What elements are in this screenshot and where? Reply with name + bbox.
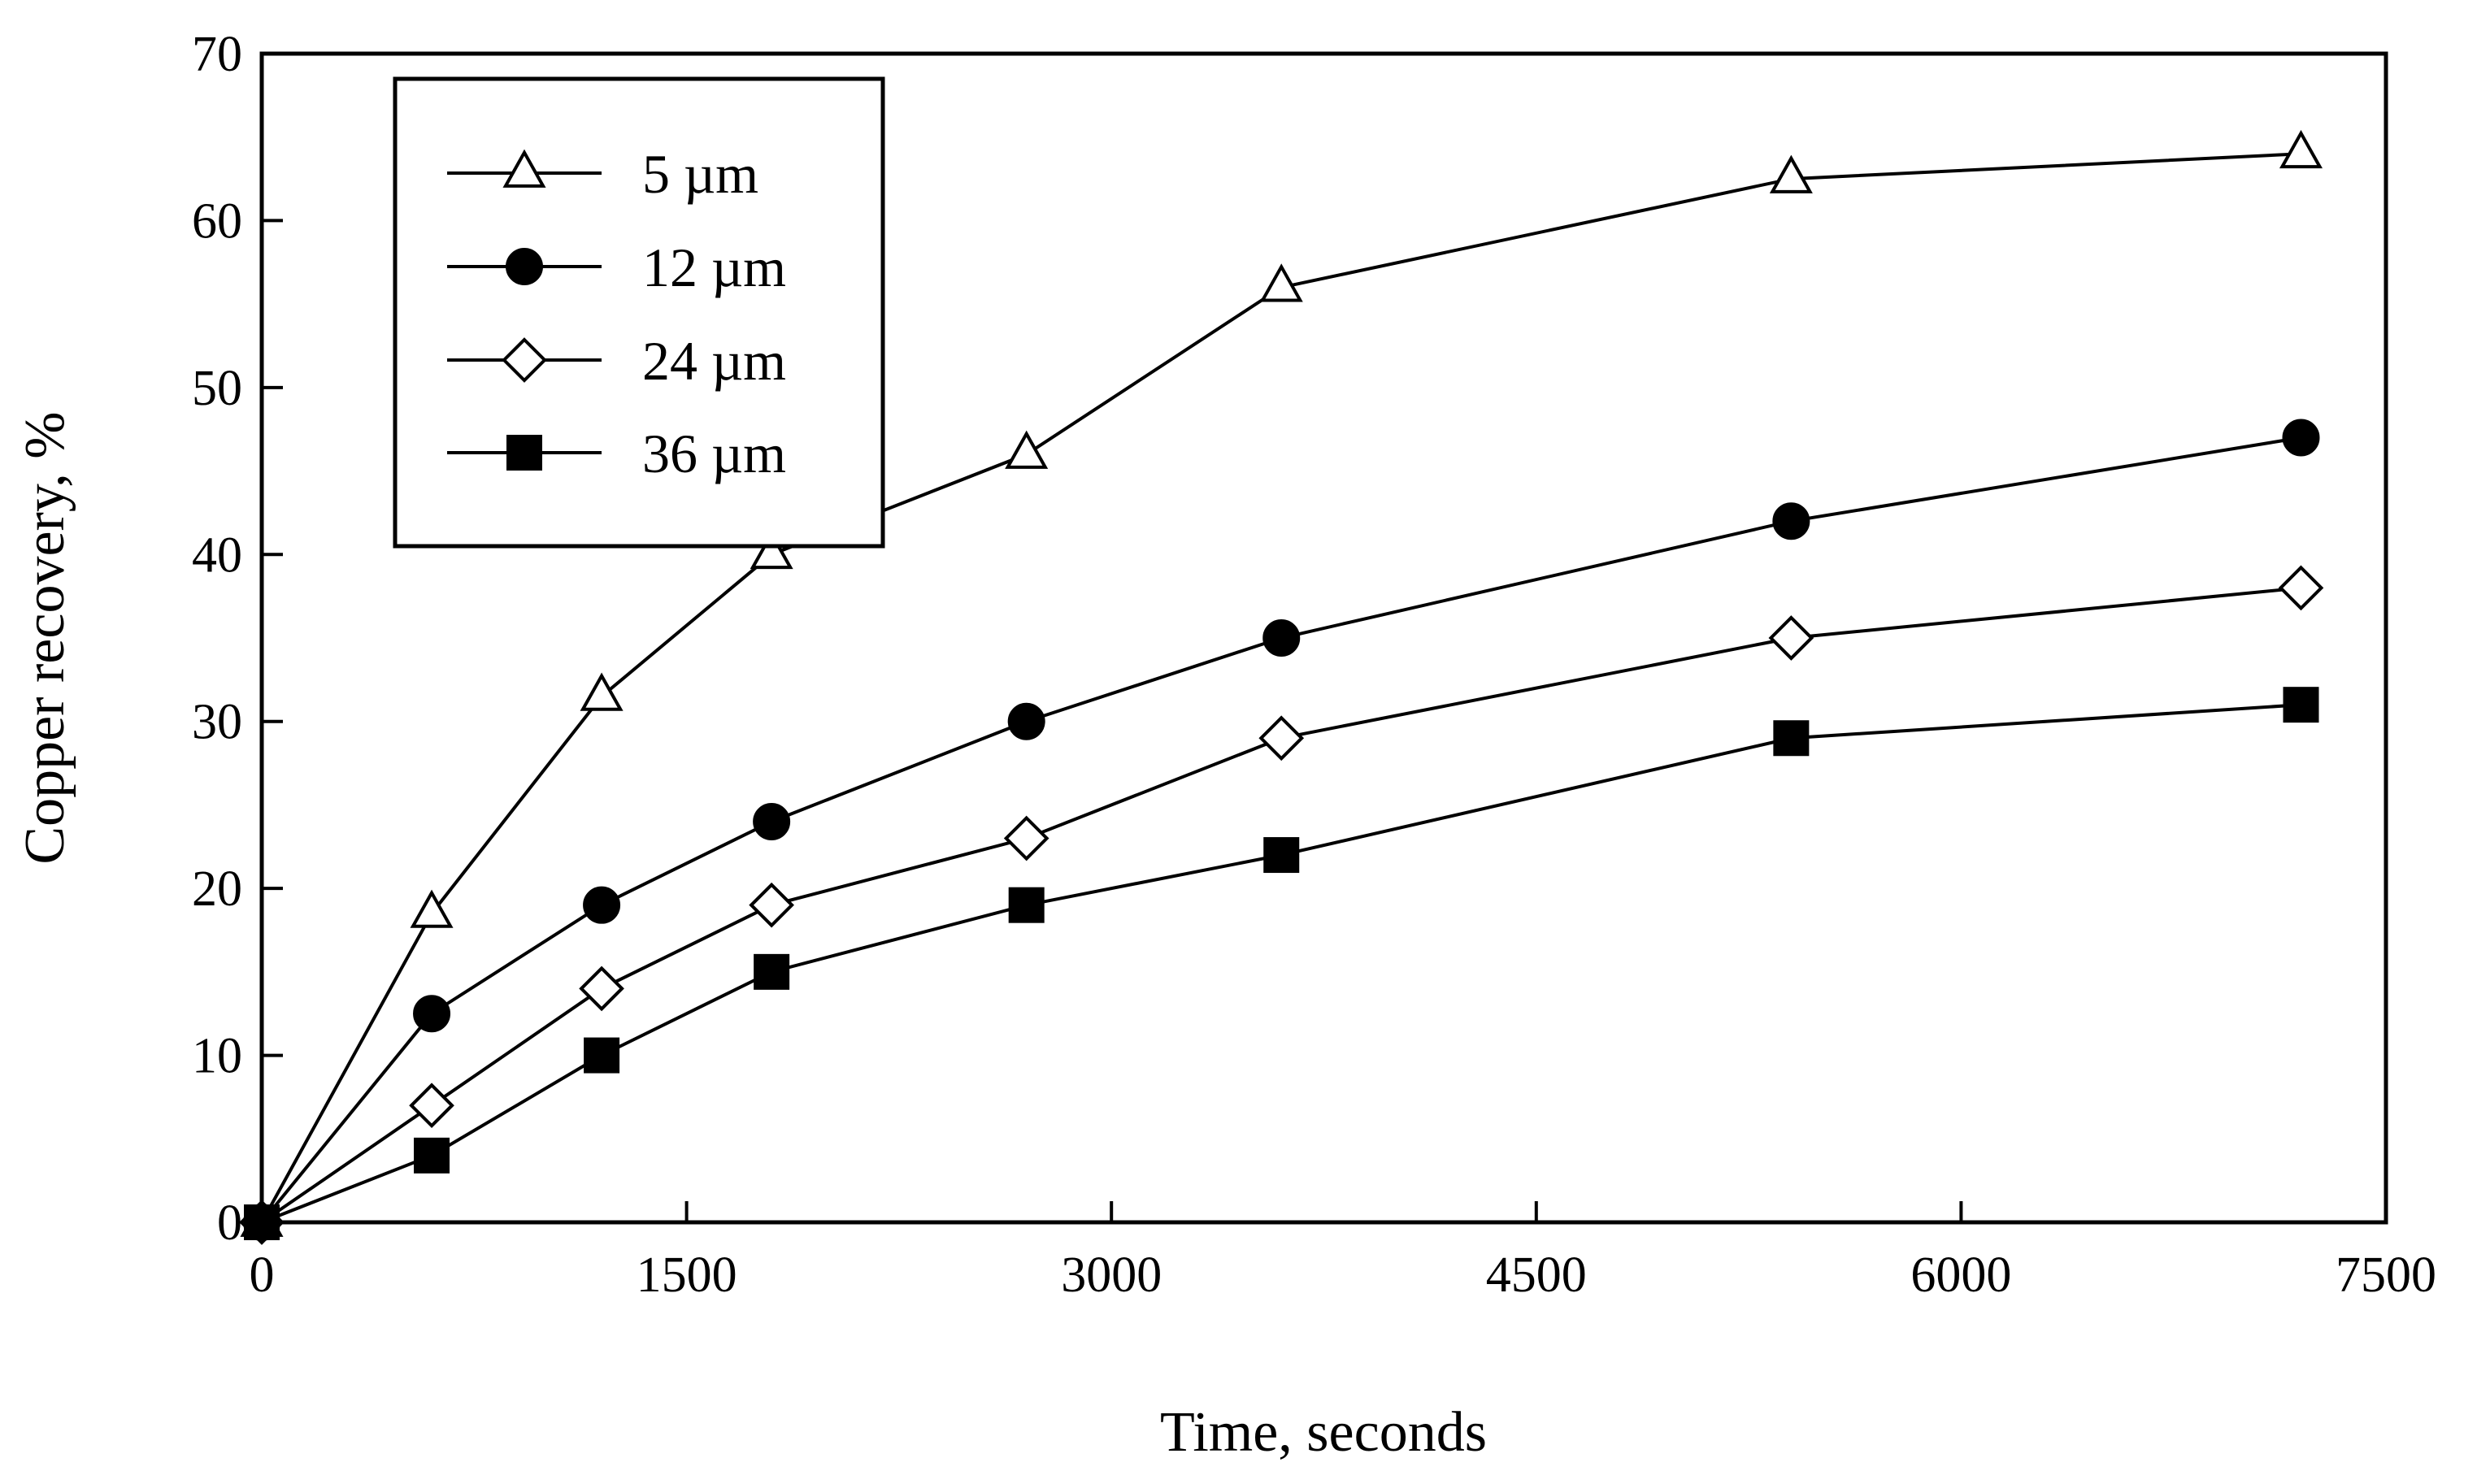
legend-marker xyxy=(502,149,546,188)
y-tick-label: 30 xyxy=(192,695,242,750)
x-tick-label: 6000 xyxy=(1910,1248,2011,1303)
data-point xyxy=(1005,430,1049,469)
y-tick-label: 0 xyxy=(217,1195,242,1251)
data-point xyxy=(414,1137,450,1174)
series-layer xyxy=(239,129,2324,1245)
data-point xyxy=(1262,619,1301,657)
y-tick-label: 40 xyxy=(192,527,242,583)
data-point xyxy=(1768,615,1814,661)
data-point xyxy=(584,1037,620,1074)
data-point xyxy=(583,886,621,924)
data-point xyxy=(754,953,790,990)
x-tick-label: 4500 xyxy=(1486,1248,1587,1303)
data-point xyxy=(1769,154,1813,193)
data-point xyxy=(2278,565,2324,611)
data-point xyxy=(580,672,624,711)
plot-area-frame xyxy=(259,51,2388,1225)
data-point xyxy=(1003,815,1049,861)
data-point xyxy=(1258,715,1305,762)
legend-entry: 12 µm xyxy=(447,236,786,298)
legend-label: 5 µm xyxy=(642,143,758,205)
data-point xyxy=(579,965,624,1012)
y-tick-label: 10 xyxy=(192,1029,242,1084)
data-point xyxy=(1772,502,1810,540)
data-point xyxy=(1773,720,1810,757)
y-axis-title: Copper recovery, % xyxy=(14,411,76,864)
data-point xyxy=(1263,837,1300,874)
data-point xyxy=(749,882,794,928)
y-tick-label: 60 xyxy=(192,193,242,249)
legend-entry: 5 µm xyxy=(447,143,758,205)
series-line xyxy=(260,586,2301,1224)
series-1 xyxy=(240,129,2323,1237)
data-point xyxy=(1008,887,1045,923)
y-tick-label: 70 xyxy=(192,27,242,82)
series-line xyxy=(260,152,2301,1223)
data-point xyxy=(1007,702,1045,740)
legend-marker xyxy=(506,248,543,285)
x-axis-title: Time, seconds xyxy=(1160,1401,1487,1464)
legend: 5 µm 12 µm 24 µm 36 µm xyxy=(393,76,885,549)
data-point xyxy=(2283,687,2319,723)
series-4 xyxy=(244,687,2319,1240)
axis-ticks: 0 1500 3000 4500 6000 7500 0 10 20 30 40 50 60 70 xyxy=(192,27,2436,1303)
data-point xyxy=(750,530,793,570)
data-point xyxy=(244,1204,280,1240)
legend-label: 24 µm xyxy=(642,330,786,392)
data-point xyxy=(409,1083,454,1129)
data-point xyxy=(1259,263,1303,302)
x-tick-label: 7500 xyxy=(2336,1248,2436,1303)
series-line xyxy=(260,436,2301,1224)
legend-box xyxy=(393,76,885,549)
data-point xyxy=(2282,419,2320,457)
data-point xyxy=(753,802,791,840)
y-tick-label: 20 xyxy=(192,861,242,917)
x-tick-label: 3000 xyxy=(1061,1248,1162,1303)
legend-entry: 24 µm xyxy=(447,330,786,392)
legend-marker xyxy=(502,337,547,383)
legend-entry: 36 µm xyxy=(447,423,786,484)
data-point xyxy=(410,889,454,928)
series-3 xyxy=(239,565,2324,1245)
series-line xyxy=(261,703,2301,1224)
x-tick-label: 1500 xyxy=(637,1248,737,1303)
x-tick-label: 0 xyxy=(250,1248,275,1303)
data-point xyxy=(413,995,451,1033)
data-point xyxy=(2279,129,2323,169)
legend-label: 12 µm xyxy=(642,236,786,298)
legend-marker xyxy=(506,435,542,471)
y-tick-label: 50 xyxy=(192,361,242,416)
legend-label: 36 µm xyxy=(642,423,786,484)
